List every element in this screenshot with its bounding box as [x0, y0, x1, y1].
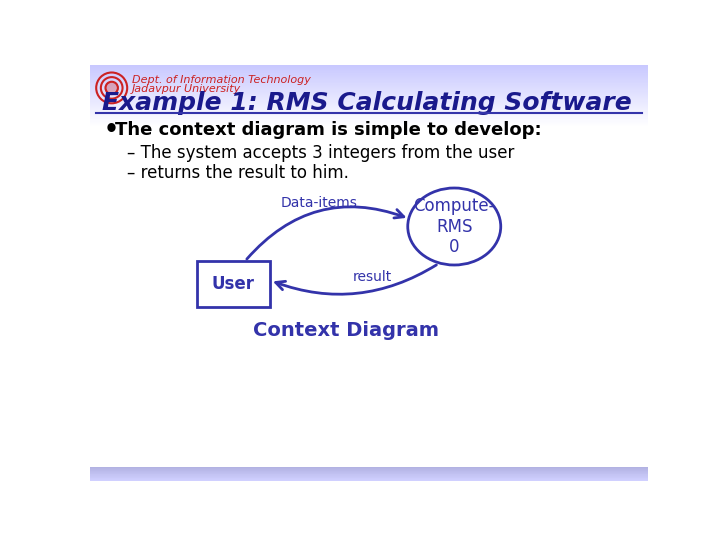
Bar: [90, 108, 648, 109]
FancyArrowPatch shape: [247, 207, 404, 259]
Bar: [90, 98, 648, 99]
Bar: [90, 75, 648, 76]
Bar: [90, 112, 648, 113]
Bar: [90, 67, 648, 68]
Bar: [90, 479, 648, 480]
Bar: [90, 70, 648, 71]
Text: Context Diagram: Context Diagram: [253, 321, 438, 340]
Bar: [90, 85, 648, 86]
Bar: [90, 104, 648, 105]
Bar: [90, 94, 648, 95]
Text: Data-items: Data-items: [280, 197, 357, 211]
Bar: [90, 82, 648, 83]
Bar: [90, 115, 648, 116]
Circle shape: [106, 82, 118, 94]
Bar: [90, 103, 648, 104]
Bar: [90, 92, 648, 93]
Bar: [90, 480, 648, 481]
Bar: [90, 73, 648, 74]
Bar: [90, 96, 648, 97]
Bar: [90, 478, 648, 479]
Bar: [90, 84, 648, 85]
Bar: [90, 101, 648, 102]
Bar: [90, 113, 648, 114]
Bar: [90, 95, 648, 96]
Bar: [90, 116, 648, 117]
Bar: [90, 66, 648, 67]
Bar: [90, 65, 648, 66]
Bar: [90, 99, 648, 100]
Text: – The system accepts 3 integers from the user: – The system accepts 3 integers from the…: [127, 144, 515, 163]
Text: •: •: [104, 118, 119, 142]
Text: User: User: [212, 275, 255, 293]
Bar: [90, 114, 648, 115]
Bar: [90, 87, 648, 88]
Bar: [90, 473, 648, 474]
Bar: [90, 120, 648, 121]
Bar: [90, 477, 648, 478]
Bar: [197, 261, 270, 307]
FancyArrowPatch shape: [276, 265, 436, 294]
Bar: [90, 476, 648, 477]
Text: result: result: [354, 269, 392, 284]
Bar: [90, 474, 648, 475]
Bar: [90, 78, 648, 79]
Bar: [90, 469, 648, 470]
Text: Dept. of Information Technology: Dept. of Information Technology: [132, 75, 311, 85]
Text: The context diagram is simple to develop:: The context diagram is simple to develop…: [114, 122, 541, 139]
Bar: [90, 109, 648, 110]
Bar: [90, 68, 648, 69]
Bar: [90, 102, 648, 103]
Bar: [90, 467, 648, 468]
Bar: [90, 83, 648, 84]
Bar: [90, 107, 648, 108]
Text: – returns the result to him.: – returns the result to him.: [127, 164, 349, 181]
Text: Example 1: RMS Calculating Software: Example 1: RMS Calculating Software: [102, 91, 631, 116]
Bar: [90, 74, 648, 75]
Text: Compute-
RMS
0: Compute- RMS 0: [413, 197, 495, 256]
Bar: [90, 123, 648, 124]
Bar: [90, 100, 648, 101]
Bar: [90, 90, 648, 91]
Bar: [90, 475, 648, 476]
Bar: [90, 88, 648, 89]
Bar: [90, 119, 648, 120]
Bar: [90, 93, 648, 94]
Bar: [90, 472, 648, 473]
Bar: [90, 110, 648, 111]
Bar: [90, 468, 648, 469]
Bar: [90, 124, 648, 125]
Bar: [90, 77, 648, 78]
Bar: [90, 80, 648, 81]
Bar: [90, 76, 648, 77]
Bar: [90, 86, 648, 87]
Bar: [90, 79, 648, 80]
Bar: [90, 106, 648, 107]
Bar: [90, 71, 648, 72]
Bar: [90, 122, 648, 123]
Bar: [90, 69, 648, 70]
Bar: [90, 125, 648, 126]
Bar: [90, 89, 648, 90]
Bar: [90, 111, 648, 112]
Text: Jadavpur University: Jadavpur University: [132, 84, 241, 94]
Bar: [90, 118, 648, 119]
Bar: [90, 97, 648, 98]
Bar: [90, 91, 648, 92]
Bar: [90, 81, 648, 82]
Bar: [90, 105, 648, 106]
Bar: [90, 117, 648, 118]
Bar: [90, 470, 648, 471]
Bar: [90, 121, 648, 122]
Bar: [90, 471, 648, 472]
Bar: [90, 72, 648, 73]
